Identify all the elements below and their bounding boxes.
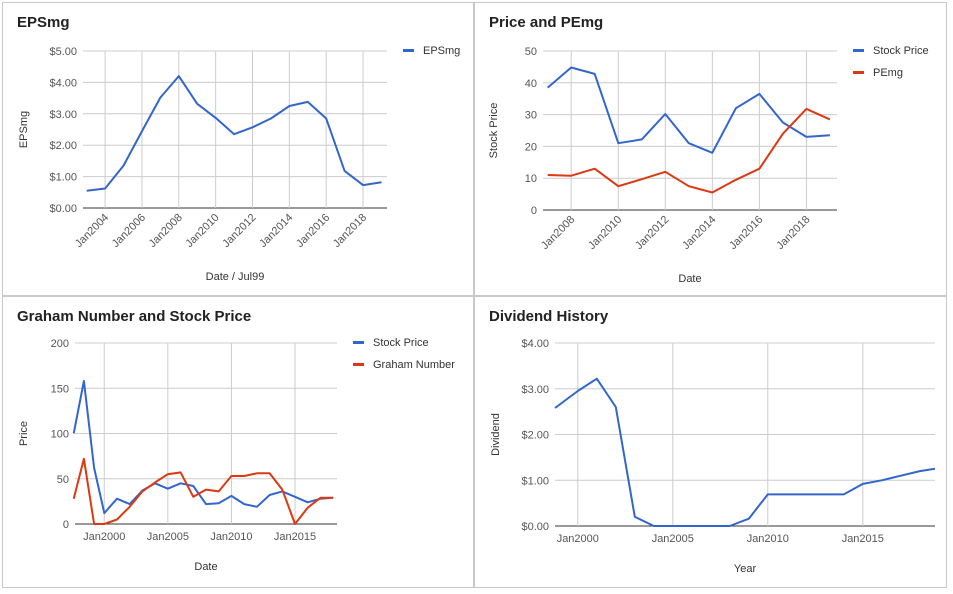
legend-swatch (853, 49, 864, 52)
x-tick-label: Jan2010 (747, 533, 789, 545)
x-tick-label: Jan2000 (83, 531, 125, 543)
x-tick-label: Jan2018 (774, 214, 812, 252)
y-axis-label: Stock Price (488, 103, 500, 159)
legend-swatch (353, 341, 364, 344)
y-tick-label: 30 (525, 110, 537, 122)
legend-label: Stock Price (373, 337, 429, 349)
y-tick-label: 50 (525, 46, 537, 58)
legend-label: PEmg (873, 67, 903, 79)
x-tick-label: Jan2014 (257, 212, 295, 250)
series-line-0 (86, 75, 382, 192)
x-tick-label: Jan2000 (557, 533, 599, 545)
series-line-0 (554, 377, 936, 527)
x-axis-label: Date / Jul99 (206, 271, 265, 283)
panel-price-pemg: Price and PEmg 0 10 20 30 40 50 Jan2008 Jan2010 J… (474, 2, 947, 296)
series-line-0 (72, 380, 334, 515)
x-tick-label: Jan2010 (183, 212, 221, 250)
x-axis-label: Date (678, 273, 701, 285)
y-tick-label: 100 (51, 429, 69, 441)
y-tick-label: $1.00 (521, 475, 549, 487)
y-tick-label: 0 (531, 205, 537, 217)
legend-label: Stock Price (873, 45, 929, 57)
chart-epsmg: EPSmg $0.00 $1.00 $2.00 $3.00 $4.00 $5.00 Jan20… (17, 14, 460, 283)
x-tick-label: Jan2016 (294, 212, 332, 250)
legend-label: EPSmg (423, 45, 460, 57)
y-tick-label: 150 (51, 383, 69, 395)
panel-graham-number: Graham Number and Stock Price 0 50 100 150 20… (2, 296, 474, 588)
chart-title: EPSmg (17, 14, 70, 31)
y-tick-label: $2.00 (49, 140, 77, 152)
y-tick-label: 50 (57, 474, 69, 486)
y-tick-label: $1.00 (49, 172, 77, 184)
y-tick-label: 0 (63, 519, 69, 531)
x-axis-label: Date (194, 561, 217, 573)
legend-swatch (853, 71, 864, 74)
x-tick-label: Jan2006 (110, 212, 148, 250)
x-tick-label: Jan2016 (727, 214, 765, 252)
chart-dividend-history: Dividend History $0.00 $1.00 $2.00 $3.00 $4.0… (489, 308, 936, 575)
y-tick-label: $2.00 (521, 430, 549, 442)
x-tick-label: Jan2005 (147, 531, 189, 543)
chart-title: Dividend History (489, 308, 609, 325)
y-tick-label: $0.00 (521, 521, 549, 533)
legend-swatch (353, 363, 364, 366)
y-tick-label: 40 (525, 78, 537, 90)
x-tick-label: Jan2010 (210, 531, 252, 543)
y-tick-label: 200 (51, 338, 69, 350)
x-tick-label: Jan2005 (652, 533, 694, 545)
series-line-0 (547, 66, 830, 154)
chart-graham-number: Graham Number and Stock Price 0 50 100 150 20… (17, 308, 455, 573)
y-tick-label: $3.00 (521, 384, 549, 396)
y-tick-label: $4.00 (521, 338, 549, 350)
x-tick-label: Jan2014 (680, 214, 718, 252)
chart-title: Price and PEmg (489, 14, 603, 31)
y-axis-label: Dividend (490, 413, 502, 456)
panel-dividend-history: Dividend History $0.00 $1.00 $2.00 $3.00 $4.0… (474, 296, 947, 588)
chart-title: Graham Number and Stock Price (17, 308, 251, 325)
legend-swatch (403, 49, 414, 52)
y-tick-label: $3.00 (49, 109, 77, 121)
x-tick-label: Jan2004 (73, 212, 111, 250)
series-line-1 (72, 457, 334, 525)
x-tick-label: Jan2018 (331, 212, 369, 250)
y-tick-label: $0.00 (49, 203, 77, 215)
x-tick-label: Jan2015 (274, 531, 316, 543)
x-tick-label: Jan2012 (220, 212, 258, 250)
y-tick-label: $5.00 (49, 46, 77, 58)
x-tick-label: Jan2015 (842, 533, 884, 545)
y-axis-label: EPSmg (18, 111, 30, 148)
y-tick-label: 20 (525, 141, 537, 153)
x-tick-label: Jan2008 (539, 214, 577, 252)
x-tick-label: Jan2010 (586, 214, 624, 252)
y-axis-label: Price (18, 421, 30, 446)
series-line-1 (547, 107, 831, 194)
x-tick-label: Jan2012 (633, 214, 671, 252)
panel-epsmg: EPSmg $0.00 $1.00 $2.00 $3.00 $4.00 $5.00 Jan20… (2, 2, 474, 296)
y-tick-label: $4.00 (49, 77, 77, 89)
x-axis-label: Year (734, 563, 757, 575)
legend-label: Graham Number (373, 359, 455, 371)
y-tick-label: 10 (525, 173, 537, 185)
x-tick-label: Jan2008 (147, 212, 185, 250)
